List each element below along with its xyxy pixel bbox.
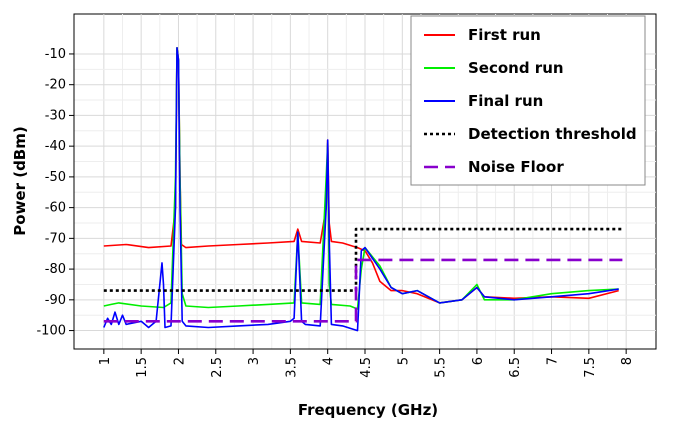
tick-labels: -100 -90 -80 -70 -60 -50 -40 -30 -20 -10 1 1.5 2 2.5 3… bbox=[36, 47, 635, 378]
x-axis-title: Frequency (GHz) bbox=[298, 401, 438, 419]
legend-label-4: Detection threshold bbox=[468, 125, 637, 143]
legend-label-1: First run bbox=[468, 26, 541, 44]
x-tick-label: 4.5 bbox=[359, 357, 374, 378]
y-tick-label: -10 bbox=[45, 47, 66, 62]
series-layer bbox=[103, 46, 623, 332]
x-tick-label: 5 bbox=[396, 357, 411, 365]
series-line-3 bbox=[103, 46, 619, 332]
y-tick-label: -60 bbox=[45, 201, 66, 216]
legend: First run Second run Final run Detection th… bbox=[410, 15, 646, 186]
x-tick-label: 8 bbox=[620, 357, 635, 365]
y-tick-label: -30 bbox=[45, 108, 66, 123]
series-line-4 bbox=[103, 227, 623, 292]
legend-label-3: Final run bbox=[468, 92, 543, 110]
x-tick-label: 1.5 bbox=[135, 357, 150, 378]
y-tick-label: -40 bbox=[45, 139, 66, 154]
x-tick-label: 3 bbox=[247, 357, 262, 365]
y-tick-label: -100 bbox=[36, 324, 66, 339]
x-tick-label: 4 bbox=[322, 357, 337, 365]
y-tick-label: -20 bbox=[45, 78, 66, 93]
legend-label-2: Second run bbox=[468, 59, 564, 77]
y-tick-label: -90 bbox=[45, 293, 66, 308]
y-tick-label: -50 bbox=[45, 170, 66, 185]
x-tick-label: 2.5 bbox=[210, 357, 225, 378]
x-tick-label: 6.5 bbox=[508, 357, 523, 378]
x-tick-label: 2 bbox=[172, 357, 187, 365]
x-tick-label: 5.5 bbox=[434, 357, 449, 378]
x-tick-label: 3.5 bbox=[284, 357, 299, 378]
x-tick-label: 7.5 bbox=[583, 357, 598, 378]
x-tick-label: 7 bbox=[546, 357, 561, 365]
x-tick-label: 6 bbox=[471, 357, 486, 365]
legend-label-5: Noise Floor bbox=[468, 158, 564, 176]
y-tick-label: -80 bbox=[45, 262, 66, 277]
axes-layer bbox=[69, 14, 656, 354]
y-tick-label: -70 bbox=[45, 231, 66, 246]
x-tick-label: 1 bbox=[98, 357, 113, 365]
y-axis-title: Power (dBm) bbox=[11, 126, 29, 235]
series-line-5 bbox=[103, 258, 623, 323]
